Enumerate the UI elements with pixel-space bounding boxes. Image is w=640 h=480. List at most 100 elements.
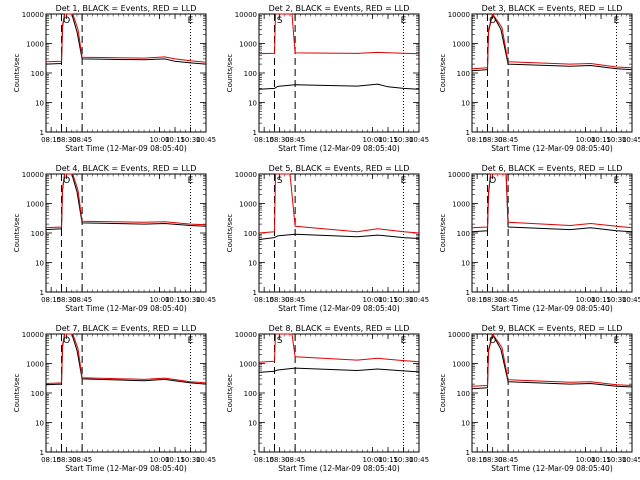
- x-tick-label: 08:45: [498, 136, 518, 144]
- x-tick-label: 08:30: [270, 136, 290, 144]
- x-tick-label: 08:45: [285, 456, 305, 464]
- x-tick-label: 10:15: [591, 296, 611, 304]
- panel-title: Det 6, BLACK = Events, RED = LLD: [482, 164, 623, 173]
- x-tick-label: 10:00: [362, 136, 382, 144]
- y-tick-label: 100: [31, 230, 44, 238]
- x-tick-label: 10:15: [591, 456, 611, 464]
- x-tick-label: 10:30: [180, 136, 200, 144]
- x-axis-label: Start Time (12-Mar-09 08:05:40): [278, 144, 400, 153]
- y-tick-label: 100: [244, 230, 257, 238]
- plot-frame: [471, 173, 633, 293]
- plot-frame: [45, 173, 207, 293]
- y-axis-label: Counts/sec: [439, 374, 447, 413]
- x-tick-label: 10:00: [575, 136, 595, 144]
- event-marker: E: [188, 16, 194, 26]
- x-tick-label: 08:15: [467, 456, 487, 464]
- y-tick-label: 1: [40, 449, 44, 457]
- x-tick-label: 08:30: [270, 296, 290, 304]
- x-tick-label: 10:45: [196, 456, 216, 464]
- y-axis-label: Counts/sec: [226, 214, 234, 253]
- y-tick-label: 10000: [235, 11, 257, 19]
- y-tick-label: 10000: [22, 331, 44, 339]
- event-marker: E: [401, 176, 407, 186]
- x-tick-label: 10:15: [165, 296, 185, 304]
- y-axis-label: Counts/sec: [13, 54, 21, 93]
- x-tick-label: 08:15: [467, 296, 487, 304]
- y-tick-label: 1000: [452, 361, 470, 369]
- series-line-lld: [471, 333, 633, 387]
- x-tick-label: 10:30: [393, 456, 413, 464]
- x-tick-label: 10:45: [622, 456, 640, 464]
- event-marker: E: [614, 176, 620, 186]
- y-tick-label: 10: [248, 260, 257, 268]
- x-tick-label: 08:30: [483, 456, 503, 464]
- x-tick-label: 08:30: [483, 136, 503, 144]
- event-marker: O: [489, 336, 496, 346]
- panel-title: Det 4, BLACK = Events, RED = LLD: [56, 164, 197, 173]
- detector-panel-8: Det 8, BLACK = Events, RED = LLD 1 10 100 10…: [226, 324, 429, 473]
- y-tick-label: 1: [253, 449, 257, 457]
- x-tick-label: 08:15: [41, 136, 61, 144]
- x-tick-label: 10:30: [393, 296, 413, 304]
- y-tick-label: 1000: [239, 201, 257, 209]
- series-line-lld: [45, 333, 207, 384]
- y-axis-label: Counts/sec: [13, 374, 21, 413]
- x-tick-label: 08:30: [270, 456, 290, 464]
- event-marker: S: [277, 16, 283, 26]
- y-tick-label: 1000: [239, 361, 257, 369]
- detector-panel-3: Det 3, BLACK = Events, RED = LLD 1 10 100 10…: [439, 4, 640, 153]
- x-tick-label: 10:00: [149, 296, 169, 304]
- y-tick-label: 1000: [26, 41, 44, 49]
- panel-title: Det 8, BLACK = Events, RED = LLD: [269, 324, 410, 333]
- x-tick-label: 10:45: [409, 136, 429, 144]
- x-tick-label: 10:15: [378, 456, 398, 464]
- y-tick-label: 100: [31, 390, 44, 398]
- series-line-lld: [471, 13, 633, 70]
- y-axis-label: Counts/sec: [226, 374, 234, 413]
- detector-panel-9: Det 9, BLACK = Events, RED = LLD 1 10 100 10…: [439, 324, 640, 473]
- x-tick-label: 08:45: [498, 296, 518, 304]
- y-tick-label: 10: [248, 100, 257, 108]
- x-axis-label: Start Time (12-Mar-09 08:05:40): [65, 144, 187, 153]
- x-tick-label: 10:30: [180, 296, 200, 304]
- plot-frame: [45, 333, 207, 453]
- y-tick-label: 10: [35, 100, 44, 108]
- x-tick-label: 08:45: [72, 296, 92, 304]
- plot-frame: [258, 333, 420, 453]
- y-tick-label: 1000: [26, 361, 44, 369]
- x-tick-label: 10:00: [575, 296, 595, 304]
- y-tick-label: 1: [466, 289, 470, 297]
- series-line-events: [258, 367, 420, 373]
- x-tick-label: 10:45: [196, 296, 216, 304]
- x-tick-label: 10:30: [606, 456, 626, 464]
- y-tick-label: 100: [244, 390, 257, 398]
- y-tick-label: 1: [40, 129, 44, 137]
- y-tick-label: 10000: [235, 331, 257, 339]
- y-tick-label: 10000: [448, 331, 470, 339]
- panel-title: Det 2, BLACK = Events, RED = LLD: [269, 4, 410, 13]
- x-tick-label: 10:00: [149, 456, 169, 464]
- x-tick-label: 10:00: [575, 456, 595, 464]
- x-tick-label: 10:45: [622, 296, 640, 304]
- x-tick-label: 10:00: [149, 136, 169, 144]
- y-tick-label: 1: [40, 289, 44, 297]
- event-marker: O: [63, 336, 70, 346]
- x-tick-label: 08:45: [72, 136, 92, 144]
- y-tick-label: 10: [35, 260, 44, 268]
- y-tick-label: 100: [31, 70, 44, 78]
- y-tick-label: 1: [466, 449, 470, 457]
- y-tick-label: 10: [35, 420, 44, 428]
- x-tick-label: 08:15: [41, 296, 61, 304]
- x-tick-label: 10:15: [165, 136, 185, 144]
- x-tick-label: 08:45: [72, 456, 92, 464]
- x-tick-label: 10:00: [362, 456, 382, 464]
- y-tick-label: 10000: [448, 171, 470, 179]
- event-marker: E: [401, 16, 407, 26]
- y-tick-label: 10000: [22, 171, 44, 179]
- y-axis-label: Counts/sec: [439, 54, 447, 93]
- x-tick-label: 08:15: [41, 456, 61, 464]
- x-tick-label: 08:45: [285, 136, 305, 144]
- detector-panel-1: Det 1, BLACK = Events, RED = LLD 1 10 100 10…: [13, 4, 216, 153]
- x-tick-label: 08:15: [467, 136, 487, 144]
- plot-frame: [471, 333, 633, 453]
